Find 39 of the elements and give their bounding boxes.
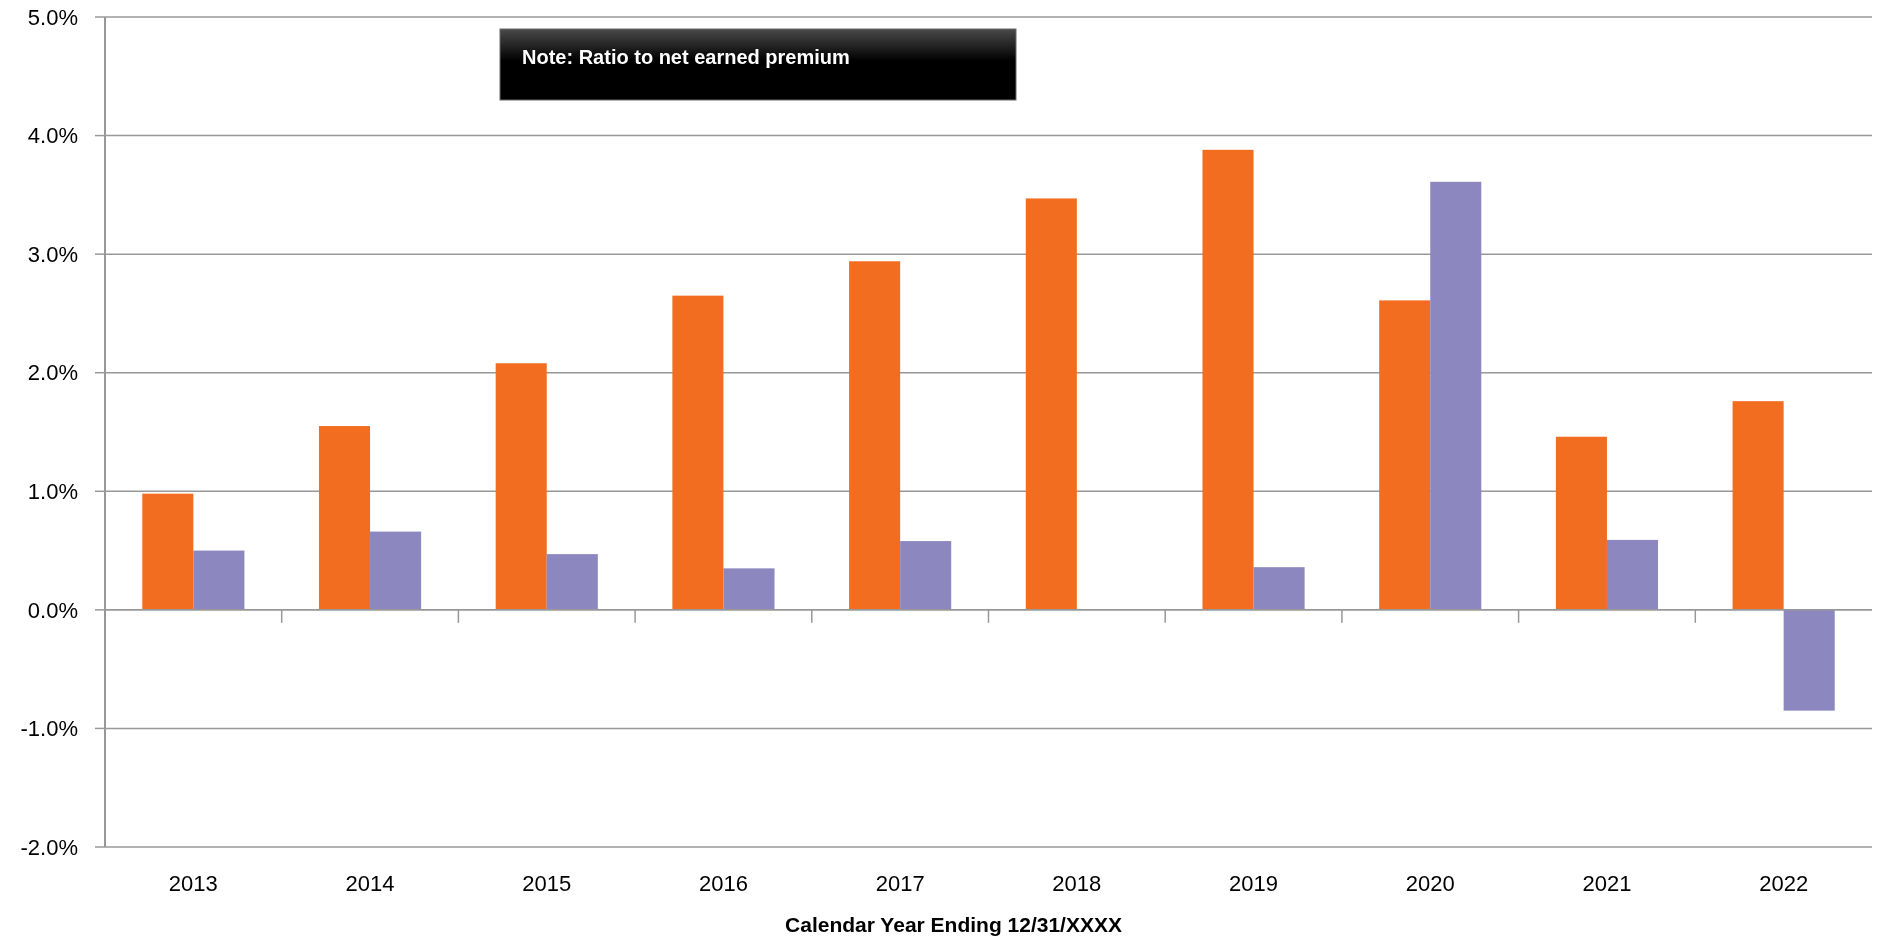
y-tick-label: 0.0%: [27, 597, 78, 623]
annotation: Note: Ratio to net earned premium: [522, 46, 850, 68]
bar: [672, 295, 724, 610]
y-tick-label: 5.0%: [27, 4, 78, 30]
x-tick-label: 2022: [1759, 870, 1809, 896]
bar: [1732, 401, 1784, 610]
y-tick-label: -1.0%: [20, 716, 78, 742]
x-tick-label: 2013: [168, 870, 218, 896]
bar: [546, 554, 598, 610]
x-tick-label: 2018: [1052, 870, 1102, 896]
bar: [849, 261, 901, 610]
y-tick-label: 4.0%: [27, 123, 78, 149]
bar: [1783, 609, 1835, 711]
y-tick-label: 2.0%: [27, 360, 78, 386]
bar: [1379, 300, 1431, 610]
bar: [142, 493, 194, 610]
bar: [1025, 198, 1077, 610]
bar: [1202, 149, 1254, 610]
x-axis-title: Calendar Year Ending 12/31/XXXX: [785, 913, 1122, 937]
bar: [1555, 436, 1607, 610]
bar: [1430, 181, 1482, 610]
bar: [1253, 567, 1305, 610]
x-tick-label: 2014: [345, 870, 395, 896]
x-tick-label: 2016: [698, 870, 748, 896]
bar: [495, 363, 547, 610]
y-tick-label: -2.0%: [20, 834, 78, 860]
x-tick-label: 2020: [1405, 870, 1455, 896]
bar: [318, 426, 371, 610]
y-tick-label: 3.0%: [27, 241, 78, 267]
x-tick-label: 2017: [875, 870, 925, 896]
bar: [900, 541, 952, 610]
x-tick-label: 2021: [1582, 870, 1632, 896]
bar: [1606, 539, 1659, 610]
bar: [370, 531, 422, 610]
x-tick-label: 2015: [522, 870, 572, 896]
y-tick-label: 1.0%: [27, 478, 78, 504]
bar: [723, 568, 775, 610]
bar: [193, 550, 245, 610]
x-tick-label: 2019: [1229, 870, 1279, 896]
